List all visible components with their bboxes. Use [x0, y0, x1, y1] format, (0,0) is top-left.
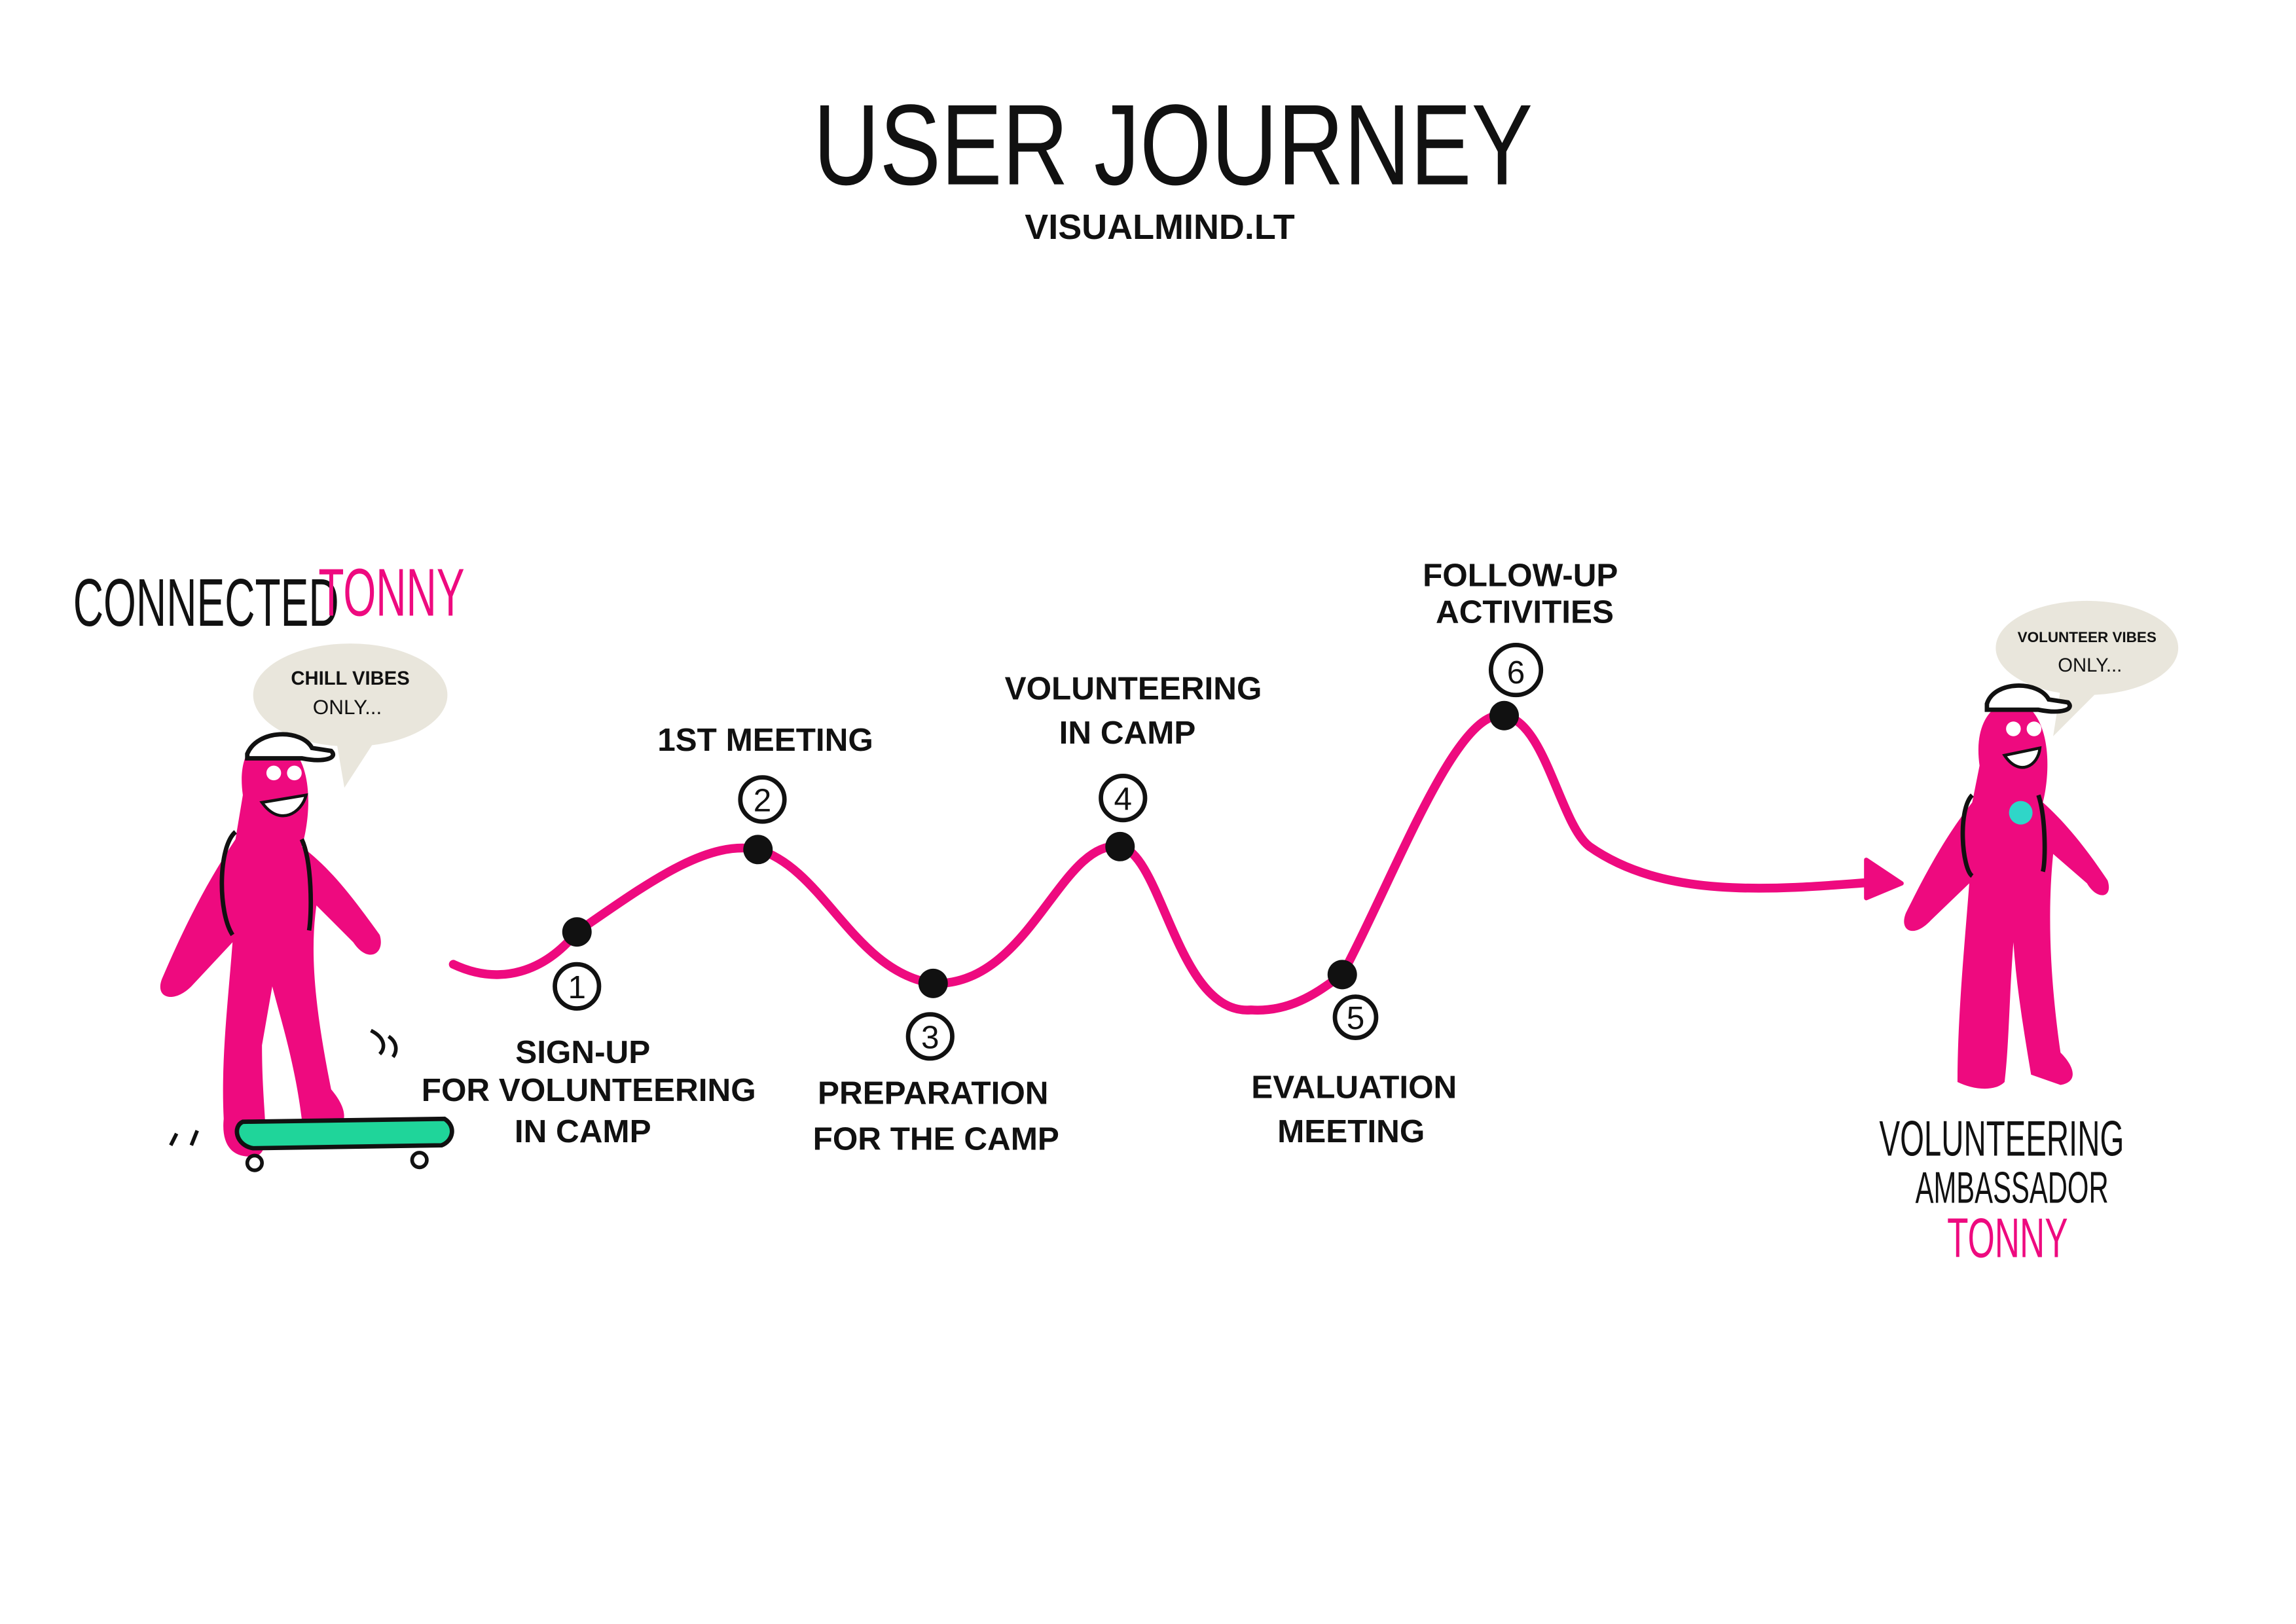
end-persona-line-2: AMBASSADOR	[1916, 1163, 2109, 1212]
node-4	[1105, 831, 1135, 861]
speech-start-line-1: CHILL VIBES	[291, 668, 409, 689]
start-persona-name: TONNY	[318, 555, 464, 630]
step-number-circle-4	[1099, 774, 1148, 823]
speech-start-line-2: ONLY...	[313, 696, 382, 719]
badge-icon	[2009, 801, 2033, 825]
node-1	[562, 917, 592, 947]
title: USER JOURNEY	[813, 81, 1533, 209]
step-number-circle-5	[1332, 994, 1379, 1040]
step-number-4: 4	[1114, 781, 1133, 817]
step-label-2: 1ST MEETING	[657, 722, 873, 758]
step-number-circle-3	[905, 1012, 955, 1061]
speech-end-line-2: ONLY...	[2058, 655, 2122, 676]
step-label-1-line-3: IN CAMP	[515, 1113, 651, 1149]
step-label-1-line-1: SIGN-UP	[515, 1034, 650, 1070]
step-label-3-line-2: FOR THE CAMP	[813, 1121, 1059, 1157]
step-number-6: 6	[1507, 655, 1525, 691]
end-persona-line-1: VOLUNTEERING	[1879, 1111, 2124, 1166]
end-persona-name: TONNY	[1947, 1208, 2068, 1270]
step-label-6-line-2: ACTIVITIES	[1436, 594, 1614, 630]
step-number-circle-2	[738, 775, 787, 824]
step-label-5-line-2: MEETING	[1277, 1113, 1425, 1149]
step-label-3-line-1: PREPARATION	[818, 1075, 1048, 1111]
node-6	[1489, 700, 1520, 731]
arrow-head-icon	[1864, 857, 1904, 901]
step-number-2: 2	[754, 782, 772, 818]
tonny-ambassador-figure	[1904, 683, 2109, 1089]
step-number-circle-6	[1488, 642, 1544, 698]
node-5	[1327, 960, 1357, 990]
step-label-4-line-2: IN CAMP	[1059, 715, 1196, 751]
step-label-4-line-1: VOLUNTEERING	[1005, 671, 1262, 707]
step-label-6-line-1: FOLLOW-UP	[1423, 557, 1618, 593]
step-label-1-line-2: FOR VOLUNTEERING	[422, 1072, 756, 1108]
step-number-circle-1	[553, 962, 602, 1011]
step-number-3: 3	[921, 1019, 939, 1055]
journey-nodes	[562, 700, 1520, 998]
node-2	[743, 835, 773, 865]
start-persona-prefix: CONNECTED	[73, 566, 339, 641]
speech-end-line-1: VOLUNTEER VIBES	[2018, 629, 2157, 645]
step-label-5-line-1: EVALUATION	[1251, 1070, 1457, 1106]
journey-curve	[448, 711, 1882, 1015]
step-number-1: 1	[568, 969, 586, 1005]
node-3	[918, 968, 948, 998]
tonny-skateboarder-figure	[160, 732, 454, 1172]
skateboard-icon	[234, 1116, 454, 1172]
subtitle: VISUALMIND.LT	[1025, 208, 1295, 247]
speech-bubble-start: CHILL VIBES ONLY...	[253, 643, 448, 788]
step-number-5: 5	[1347, 1000, 1365, 1036]
speech-bubble-end: VOLUNTEER VIBES ONLY...	[1995, 600, 2179, 736]
